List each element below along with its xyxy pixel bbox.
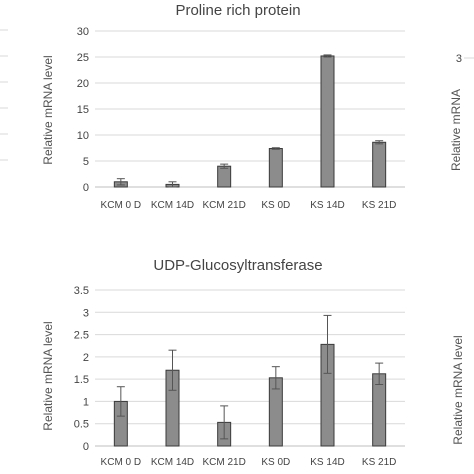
udp-ytick-label: 3.5 — [74, 285, 89, 297]
udp-error-bar — [116, 386, 125, 417]
udp-chart-yticks: 0 0.5 1 1.5 2 2.5 3 3.5 — [74, 285, 89, 453]
proline-ytick-label: 10 — [77, 130, 89, 142]
proline-bar — [372, 141, 387, 188]
proline-error-bar — [116, 178, 125, 186]
udp-ytick-label: 0.5 — [74, 419, 89, 431]
proline-chart-yticks: 0 5 10 15 20 25 30 — [77, 26, 89, 194]
proline-chart-xlabels: KCM 0 D KCM 14D KCM 21D KS 0D KS 14D KS 21D — [101, 200, 397, 211]
udp-category-label: KS 0D — [261, 457, 290, 468]
proline-chart: Proline rich protein Relative mRNA level… — [41, 2, 405, 211]
udp-error-bar — [271, 366, 280, 390]
proline-error-bar — [323, 54, 332, 58]
udp-chart-ylabel: Relative mRNA level — [41, 321, 55, 430]
udp-category-label: KCM 0 D — [101, 457, 142, 468]
right-top-ytick: 3 — [456, 53, 462, 65]
proline-category-label: KS 0D — [261, 200, 290, 211]
udp-ytick-label: 0 — [83, 441, 89, 453]
proline-category-label: KS 21D — [362, 200, 396, 211]
right-bottom-ylabel: Relative mRNA level — [451, 335, 465, 444]
proline-ytick-label: 15 — [77, 104, 89, 116]
udp-chart: UDP-Glucosyltransferase Relative mRNA le… — [41, 257, 405, 468]
proline-chart-bars — [113, 55, 387, 188]
udp-ytick-label: 1 — [83, 396, 89, 408]
udp-ytick-label: 1.5 — [74, 374, 89, 386]
udp-error-bar — [168, 349, 177, 391]
proline-category-label: KCM 21D — [202, 200, 245, 211]
proline-category-label: KS 14D — [310, 200, 344, 211]
proline-bar — [320, 55, 335, 188]
right-edge-fragment: 3 Relative mRNA Relative mRNA level — [449, 53, 474, 445]
udp-category-label: KCM 21D — [202, 457, 245, 468]
udp-error-bar — [323, 314, 332, 374]
proline-chart-gridlines — [95, 30, 405, 188]
udp-chart-xlabels: KCM 0 D KCM 14D KCM 21D KS 0D KS 14D KS 21D — [101, 457, 397, 468]
proline-ytick-label: 30 — [77, 26, 89, 38]
udp-category-label: KS 21D — [362, 457, 396, 468]
udp-chart-bars — [113, 343, 387, 447]
udp-ytick-label: 3 — [83, 307, 89, 319]
proline-category-label: KCM 14D — [151, 200, 194, 211]
proline-ytick-label: 0 — [83, 182, 89, 194]
udp-error-bar — [375, 362, 384, 385]
udp-chart-gridlines — [95, 289, 405, 447]
proline-bar — [268, 148, 283, 188]
proline-ytick-label: 5 — [83, 156, 89, 168]
udp-ytick-label: 2.5 — [74, 330, 89, 342]
udp-chart-title: UDP-Glucosyltransferase — [153, 257, 322, 274]
proline-chart-title: Proline rich protein — [175, 2, 300, 19]
proline-bar — [217, 165, 232, 188]
proline-chart-ylabel: Relative mRNA level — [41, 55, 55, 164]
proline-error-bar — [168, 181, 177, 188]
udp-ytick-label: 2 — [83, 352, 89, 364]
proline-category-label: KCM 0 D — [101, 200, 142, 211]
left-edge-fragment — [0, 29, 8, 161]
right-top-ylabel: Relative mRNA — [449, 89, 463, 171]
proline-chart-error-bars — [116, 54, 384, 188]
proline-ytick-label: 20 — [77, 78, 89, 90]
proline-error-bar — [220, 163, 229, 169]
proline-error-bar — [271, 147, 280, 150]
udp-chart-error-bars — [116, 314, 384, 440]
udp-category-label: KCM 14D — [151, 457, 194, 468]
proline-error-bar — [375, 140, 384, 145]
udp-error-bar — [220, 405, 229, 440]
proline-ytick-label: 25 — [77, 52, 89, 64]
udp-category-label: KS 14D — [310, 457, 344, 468]
